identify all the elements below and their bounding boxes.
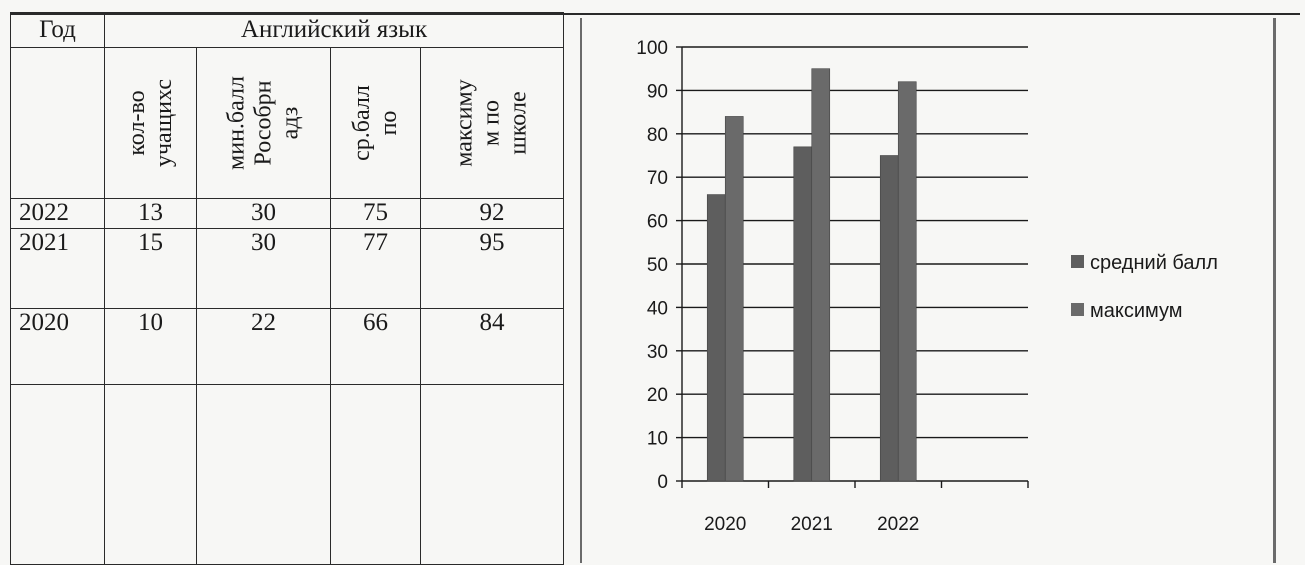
results-table-section: Год Английский язык кол-во учащихс мин.б… (0, 0, 565, 565)
y-tick-label: 40 (647, 298, 668, 319)
row-year: 2021 (10, 228, 105, 309)
table-header-row: Год Английский язык (10, 12, 565, 48)
empty-cell (419, 384, 565, 565)
x-tick-label: 2022 (877, 514, 919, 535)
bar-максимум-2022 (897, 81, 917, 482)
y-tick-label: 50 (647, 255, 668, 276)
top-rule (10, 13, 1300, 15)
legend-label: средний балл (1090, 252, 1218, 274)
row-count: 15 (104, 228, 197, 309)
row-count: 10 (104, 308, 197, 385)
column-header-max: максиму м по школе (419, 47, 565, 199)
bar-средний-балл-2020 (706, 194, 726, 482)
table-subheader-row: кол-во учащихс мин.балл Рособрн адз ср.б… (10, 47, 565, 199)
y-tick-label: 80 (647, 125, 668, 146)
row-year: 2022 (10, 198, 105, 229)
x-tick-label: 2020 (704, 514, 746, 535)
y-tick-label: 100 (636, 38, 668, 59)
y-tick-label: 20 (647, 385, 668, 406)
row-max: 92 (419, 198, 565, 229)
bar-максимум-2020 (724, 116, 744, 482)
table-row: 2021 15 30 77 95 (10, 228, 565, 309)
bar-средний-балл-2022 (879, 155, 899, 482)
column-header-avg: ср.балл по (330, 47, 421, 199)
table-row-empty (10, 384, 565, 565)
row-max: 95 (419, 228, 565, 309)
y-tick-label: 30 (647, 342, 668, 363)
y-tick-label: 60 (647, 212, 668, 233)
x-tick-label: 2021 (791, 514, 833, 535)
row-year: 2020 (10, 308, 105, 385)
bar-средний-балл-2021 (793, 146, 813, 482)
year-header: Год (10, 12, 105, 48)
legend-swatch (1071, 303, 1084, 316)
row-min: 22 (196, 308, 331, 385)
y-tick-label: 0 (657, 472, 668, 493)
empty-cell (196, 384, 331, 565)
empty-cell (330, 384, 421, 565)
results-table: Год Английский язык кол-во учащихс мин.б… (10, 12, 565, 565)
legend-label: максимум (1090, 300, 1183, 322)
row-max: 84 (419, 308, 565, 385)
column-header-min: мин.балл Рособрн адз (196, 47, 331, 199)
y-tick-label: 70 (647, 168, 668, 189)
chart-frame (580, 18, 1276, 563)
y-tick-label: 90 (647, 81, 668, 102)
legend-swatch (1071, 255, 1084, 268)
row-min: 30 (196, 228, 331, 309)
bar-максимум-2021 (811, 68, 831, 482)
subject-header: Английский язык (103, 12, 565, 48)
y-tick-label: 10 (647, 429, 668, 450)
empty-subheader-cell (10, 47, 105, 199)
row-avg: 77 (330, 228, 421, 309)
column-header-count: кол-во учащихс (104, 47, 197, 199)
table-row: 2020 10 22 66 84 (10, 308, 565, 385)
